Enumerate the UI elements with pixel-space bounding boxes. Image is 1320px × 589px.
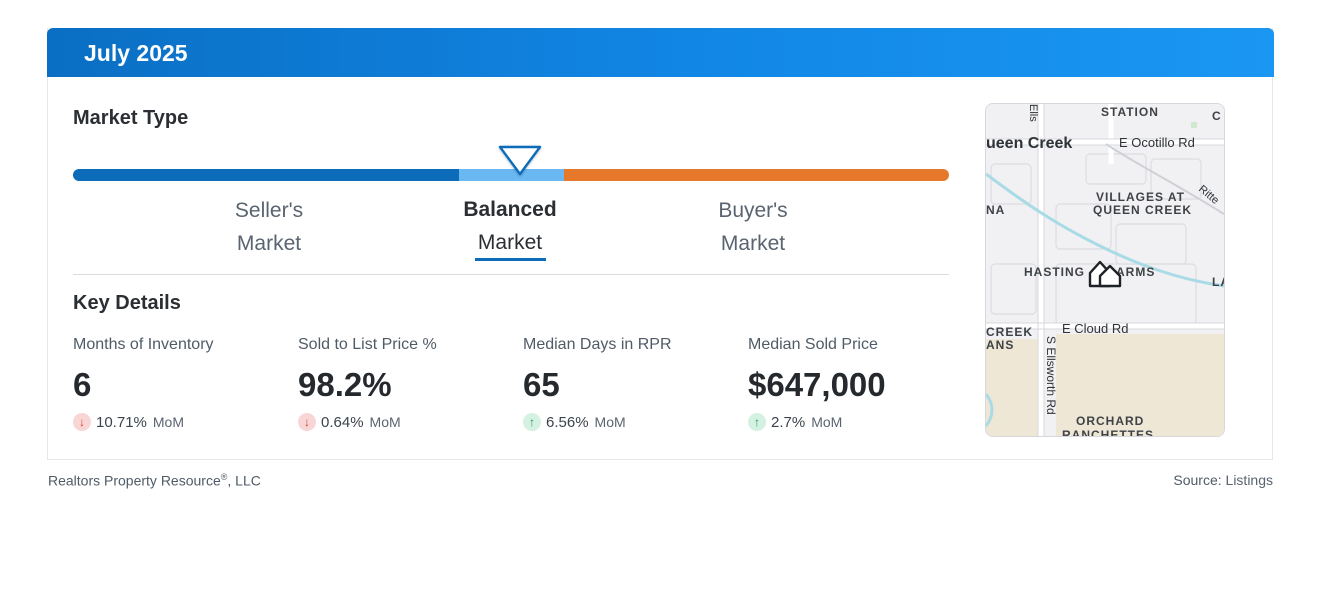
map-label-villages-1: VILLAGES AT [1096, 190, 1185, 204]
company-credit: Realtors Property Resource®, LLC [48, 472, 261, 489]
home-marker-icon [1088, 260, 1122, 288]
metric-value: 98.2% [298, 366, 392, 403]
map-label-ranchettes: RANCHETTES [1062, 428, 1154, 436]
metric-change: ↓ 0.64% MoM [298, 412, 518, 432]
map-label-arms: ARMS [1116, 265, 1155, 279]
metric-change-value: 6.56% [546, 413, 589, 431]
metric-months-of-inventory: Months of Inventory 6 ↓ 10.71% MoM [73, 336, 293, 432]
metric-median-days-in-rpr: Median Days in RPR 65 ↑ 6.56% MoM [523, 336, 743, 432]
map-label-la: LA [1212, 275, 1224, 289]
map-label-c: C [1212, 109, 1222, 123]
metric-change: ↑ 2.7% MoM [748, 412, 968, 432]
map-graphic: STATION C VILLAGES AT QUEEN CREEK NA HAS… [986, 104, 1224, 436]
map-label-creek: CREEK [986, 325, 1033, 339]
map-label-ocotillo: E Ocotillo Rd [1119, 135, 1195, 150]
seller-market-bar [73, 169, 459, 181]
metric-change: ↓ 10.71% MoM [73, 412, 293, 432]
market-pointer-icon [498, 145, 542, 176]
metric-value: 65 [523, 366, 560, 403]
arrow-up-icon: ↑ [523, 413, 541, 431]
map-label-hastings: HASTING [1024, 265, 1085, 279]
key-details-title: Key Details [73, 292, 181, 314]
seller-market-label: Seller's Market [234, 199, 304, 255]
metric-value: 6 [73, 366, 92, 403]
buyer-market-bar [564, 169, 949, 181]
map-label-ellsworth: S Ellsworth Rd [1044, 336, 1058, 415]
map-label-ells: Ells [1027, 104, 1039, 122]
section-divider [73, 274, 949, 275]
arrow-down-icon: ↓ [298, 413, 316, 431]
balanced-market-bar [459, 169, 564, 181]
header-title: July 2025 [84, 40, 188, 66]
metric-value: $647,000 [748, 366, 886, 403]
market-type-title: Market Type [73, 107, 189, 129]
map-label-station: STATION [1101, 105, 1159, 119]
map-label-orchard: ORCHARD [1076, 414, 1144, 428]
map-label-queen-creek: ueen Creek [986, 135, 1072, 152]
balanced-market-label: Balanced Market [463, 198, 557, 254]
metric-change-unit: MoM [811, 414, 843, 430]
metric-median-sold-price: Median Sold Price $647,000 ↑ 2.7% MoM [748, 336, 968, 432]
arrow-down-icon: ↓ [73, 413, 91, 431]
metric-change-unit: MoM [152, 414, 184, 430]
metric-change-unit: MoM [594, 414, 626, 430]
buyer-market-label: Buyer's Market [718, 199, 788, 255]
metric-label: Sold to List Price % [298, 336, 437, 353]
metric-change-value: 2.7% [771, 413, 806, 431]
map-label-cloud: E Cloud Rd [1062, 321, 1128, 336]
map-label-na: NA [986, 203, 1005, 217]
metric-change-value: 10.71% [96, 413, 147, 431]
data-source: Source: Listings [1173, 472, 1273, 488]
metric-sold-to-list-price: Sold to List Price % 98.2% ↓ 0.64% MoM [298, 336, 518, 432]
arrow-up-icon: ↑ [748, 413, 766, 431]
metric-label: Median Sold Price [748, 336, 878, 353]
metric-change-unit: MoM [369, 414, 401, 430]
map-label-villages-2: QUEEN CREEK [1093, 203, 1192, 217]
map-label-ans: ANS [986, 338, 1014, 352]
card-header: July 2025 [47, 28, 1274, 77]
metric-label: Months of Inventory [73, 336, 214, 353]
location-map[interactable]: STATION C VILLAGES AT QUEEN CREEK NA HAS… [985, 103, 1225, 437]
balanced-market-underline [475, 258, 546, 261]
metric-change-value: 0.64% [321, 413, 364, 431]
metric-change: ↑ 6.56% MoM [523, 412, 743, 432]
metric-label: Median Days in RPR [523, 336, 672, 353]
